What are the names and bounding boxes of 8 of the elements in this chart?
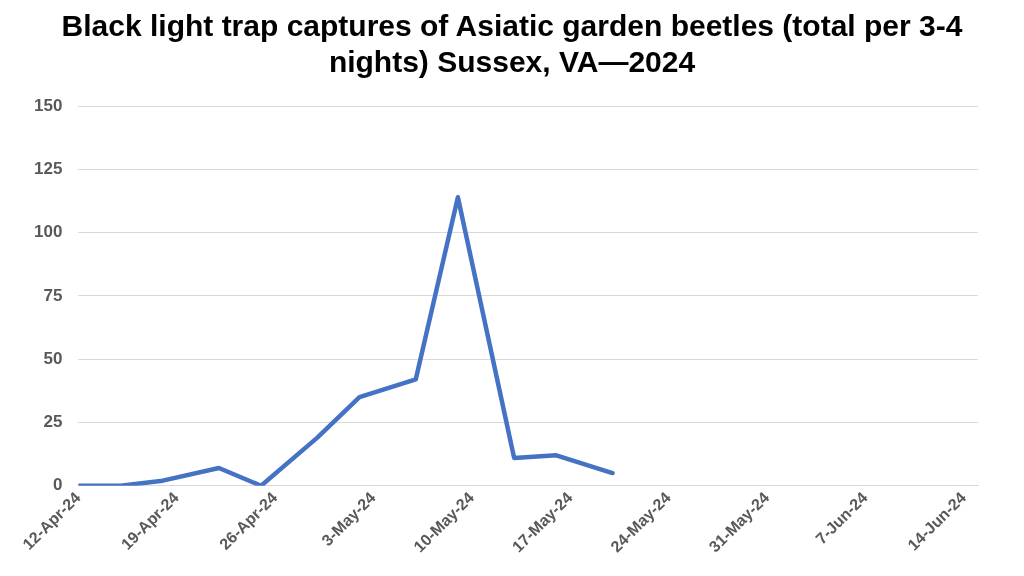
y-tick-label: 150 [33,95,63,115]
y-tick-label: 25 [43,412,63,432]
y-tick-label: 0 [52,475,63,495]
chart-title: Black light trap captures of Asiatic garden beetles (total per 3-4 nights) Sussex, VA—2024 [60,8,964,80]
y-tick-label: 100 [33,222,63,242]
y-tick-label: 50 [43,348,63,368]
y-tick-label: 125 [33,159,63,179]
y-tick-label: 75 [43,285,63,305]
